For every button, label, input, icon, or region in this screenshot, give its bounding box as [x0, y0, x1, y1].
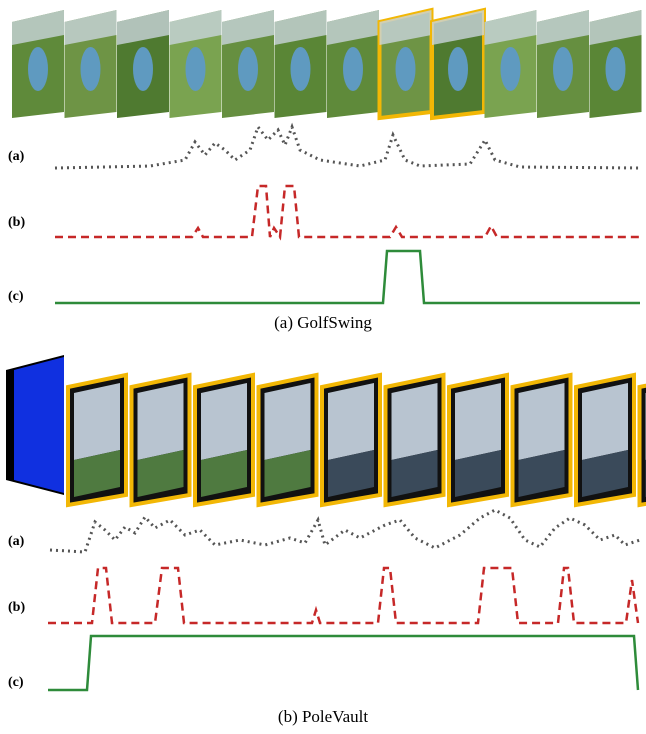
frame-figure: [291, 47, 311, 91]
row-label: (c): [8, 289, 24, 304]
frame-figure: [81, 47, 101, 91]
curve: [50, 510, 640, 552]
frame-figure: [396, 47, 416, 91]
frame-figure: [501, 47, 521, 91]
figure: (a) (b) (c) (a) GolfSwing (a) (b) (c) (b…: [0, 0, 646, 734]
frame-strip: [6, 355, 646, 505]
frame-figure: [238, 47, 258, 91]
frame-figure: [553, 47, 573, 91]
frame-figure: [186, 47, 206, 91]
video-frame: [14, 357, 64, 493]
caption: (a) GolfSwing: [274, 313, 372, 332]
frame-figure: [28, 47, 48, 91]
curve: [55, 127, 640, 168]
curve: [48, 568, 638, 623]
curve: [55, 251, 640, 303]
frame-sky: [582, 383, 628, 460]
frame-figure: [343, 47, 363, 91]
caption: (b) PoleVault: [278, 707, 368, 726]
row-label: (a): [8, 149, 25, 164]
video-frame: [640, 375, 646, 505]
frame-sky: [519, 383, 565, 460]
frame-sky: [138, 383, 184, 460]
frame-sky: [328, 383, 374, 460]
curve: [48, 636, 638, 690]
row-label: (a): [8, 534, 25, 549]
row-label: (b): [8, 600, 25, 615]
frame-sky: [392, 383, 438, 460]
curve: [55, 186, 640, 237]
frame-sky: [265, 383, 311, 460]
frame-figure: [606, 47, 626, 91]
frame-sky: [455, 383, 501, 460]
frame-sky: [74, 383, 120, 460]
frame-figure: [448, 47, 468, 91]
frame-strip: [12, 10, 642, 118]
row-label: (b): [8, 215, 25, 230]
frame-figure: [133, 47, 153, 91]
frame-sky: [201, 383, 247, 460]
row-label: (c): [8, 675, 24, 690]
